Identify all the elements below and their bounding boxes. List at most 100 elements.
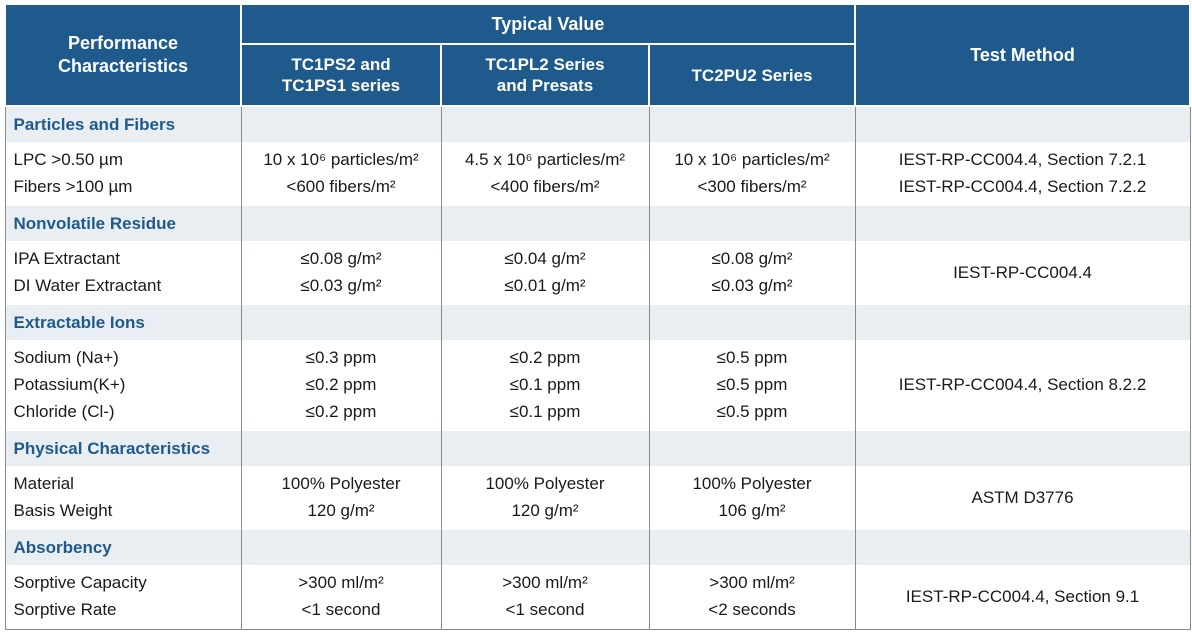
- value-cell-tc1ps2: ≤0.08 g/m² ≤0.03 g/m²: [240, 241, 442, 305]
- value-line: ≤0.3 ppm: [305, 348, 377, 367]
- value-line: 100% Polyester: [485, 474, 605, 493]
- section-spacer-cell: [854, 305, 1191, 340]
- test-method-cell: IEST-RP-CC004.4, Section 8.2.2: [854, 340, 1191, 431]
- test-method-line: IEST-RP-CC004.4, Section 7.2.2: [898, 177, 1147, 196]
- header-performance-characteristics: Performance Characteristics: [4, 3, 242, 107]
- value-line: ≤0.03 g/m²: [711, 276, 793, 295]
- characteristic-line: LPC >0.50 µm: [13, 150, 124, 169]
- value-line: >300 ml/m²: [709, 573, 795, 592]
- test-method-cell: IEST-RP-CC004.4, Section 7.2.1 IEST-RP-CC…: [854, 142, 1191, 206]
- value-line: 4.5 x 10⁶ particles/m²: [464, 150, 626, 169]
- value-line: 106 g/m²: [718, 501, 786, 520]
- section-spacer-cell: [854, 206, 1191, 241]
- characteristic-line: Fibers >100 µm: [13, 177, 133, 196]
- section-spacer-cell: [648, 305, 856, 340]
- section-row-physical-characteristics: Physical Characteristics: [4, 431, 1191, 466]
- test-method-cell: IEST-RP-CC004.4, Section 9.1: [854, 565, 1191, 630]
- section-spacer-cell: [854, 106, 1191, 142]
- value-line: <2 seconds: [708, 600, 796, 619]
- section-spacer-cell: [240, 305, 442, 340]
- section-spacer-cell: [854, 431, 1191, 466]
- section-spacer-cell: [440, 305, 650, 340]
- value-line: 100% Polyester: [692, 474, 812, 493]
- value-line: ≤0.5 ppm: [716, 375, 788, 394]
- section-title: Absorbency: [4, 530, 242, 565]
- value-cell-tc1ps2: ≤0.3 ppm ≤0.2 ppm ≤0.2 ppm: [240, 340, 442, 431]
- section-title: Extractable Ions: [4, 305, 242, 340]
- value-line: <400 fibers/m²: [490, 177, 600, 196]
- section-spacer-cell: [648, 530, 856, 565]
- data-row-absorbency: Sorptive Capacity Sorptive Rate >300 ml/m²…: [4, 565, 1191, 630]
- table-body: Particles and Fibers LPC >0.50 µm Fibers >…: [4, 106, 1191, 630]
- value-line: ≤0.08 g/m²: [711, 249, 793, 268]
- value-cell-tc1ps2: 100% Polyester 120 g/m²: [240, 466, 442, 530]
- value-line: 10 x 10⁶ particles/m²: [263, 150, 419, 169]
- value-line: ≤0.5 ppm: [716, 348, 788, 367]
- value-line: 120 g/m²: [511, 501, 579, 520]
- section-spacer-cell: [440, 431, 650, 466]
- header-col-tc1pl2: TC1PL2 Series and Presats: [440, 43, 650, 107]
- test-method-line: ASTM D3776: [971, 487, 1074, 507]
- section-spacer-cell: [240, 431, 442, 466]
- section-spacer-cell: [240, 106, 442, 142]
- section-row-particles-and-fibers: Particles and Fibers: [4, 106, 1191, 142]
- value-line: ≤0.1 ppm: [509, 402, 581, 421]
- value-line: ≤0.2 ppm: [509, 348, 581, 367]
- header-col-tc2pu2: TC2PU2 Series: [647, 43, 857, 107]
- header-test-method: Test Method: [854, 3, 1192, 107]
- characteristic-cell: Material Basis Weight: [4, 466, 242, 530]
- section-spacer-cell: [854, 530, 1191, 565]
- section-spacer-cell: [240, 530, 442, 565]
- specification-table: Performance Characteristics Typical Valu…: [4, 3, 1192, 630]
- characteristic-line: DI Water Extractant: [13, 276, 162, 295]
- section-spacer-cell: [440, 530, 650, 565]
- section-spacer-cell: [440, 106, 650, 142]
- section-spacer-cell: [440, 206, 650, 241]
- value-line: 100% Polyester: [281, 474, 401, 493]
- characteristic-cell: Sodium (Na+) Potassium(K+) Chloride (Cl-): [4, 340, 242, 431]
- value-line: ≤0.2 ppm: [305, 375, 377, 394]
- section-title: Physical Characteristics: [4, 431, 242, 466]
- section-row-extractable-ions: Extractable Ions: [4, 305, 1191, 340]
- value-line: ≤0.04 g/m²: [504, 249, 586, 268]
- characteristic-line: Potassium(K+): [13, 375, 126, 394]
- value-cell-tc1ps2: >300 ml/m² <1 second: [240, 565, 442, 630]
- data-row-extractable-ions: Sodium (Na+) Potassium(K+) Chloride (Cl-) ≤…: [4, 340, 1191, 431]
- test-method-line: IEST-RP-CC004.4, Section 8.2.2: [898, 375, 1147, 394]
- section-spacer-cell: [648, 206, 856, 241]
- test-method-cell: ASTM D3776: [854, 466, 1191, 530]
- value-cell-tc1pl2: 100% Polyester 120 g/m²: [440, 466, 650, 530]
- value-cell-tc1ps2: 10 x 10⁶ particles/m² <600 fibers/m²: [240, 142, 442, 206]
- value-line: ≤0.08 g/m²: [300, 249, 382, 268]
- section-spacer-cell: [240, 206, 442, 241]
- value-line: <1 second: [301, 600, 381, 619]
- characteristic-cell: Sorptive Capacity Sorptive Rate: [4, 565, 242, 630]
- section-row-nonvolatile-residue: Nonvolatile Residue: [4, 206, 1191, 241]
- header-typical-value: Typical Value: [239, 3, 857, 45]
- value-cell-tc2pu2: ≤0.5 ppm ≤0.5 ppm ≤0.5 ppm: [648, 340, 856, 431]
- value-cell-tc1pl2: >300 ml/m² <1 second: [440, 565, 650, 630]
- test-method-line: IEST-RP-CC004.4, Section 7.2.1: [898, 150, 1147, 169]
- value-line: <600 fibers/m²: [286, 177, 396, 196]
- test-method-line: IEST-RP-CC004.4, Section 9.1: [905, 586, 1140, 606]
- data-row-nonvolatile-residue: IPA Extractant DI Water Extractant ≤0.08 g…: [4, 241, 1191, 305]
- value-line: ≤0.01 g/m²: [504, 276, 586, 295]
- characteristic-line: Material: [13, 474, 74, 493]
- value-line: <1 second: [505, 600, 585, 619]
- section-row-absorbency: Absorbency: [4, 530, 1191, 565]
- value-line: >300 ml/m²: [502, 573, 588, 592]
- data-row-physical-characteristics: Material Basis Weight 100% Polyester 120 g/…: [4, 466, 1191, 530]
- characteristic-line: Sorptive Capacity: [13, 573, 147, 592]
- value-line: >300 ml/m²: [298, 573, 384, 592]
- test-method-cell: IEST-RP-CC004.4: [854, 241, 1191, 305]
- value-line: ≤0.2 ppm: [305, 402, 377, 421]
- characteristic-line: Chloride (Cl-): [13, 402, 115, 421]
- characteristic-line: Basis Weight: [13, 501, 113, 520]
- value-line: 10 x 10⁶ particles/m²: [674, 150, 830, 169]
- test-method-line: IEST-RP-CC004.4: [953, 262, 1092, 282]
- value-cell-tc1pl2: ≤0.2 ppm ≤0.1 ppm ≤0.1 ppm: [440, 340, 650, 431]
- characteristic-line: IPA Extractant: [13, 249, 120, 268]
- value-line: ≤0.5 ppm: [716, 402, 788, 421]
- section-title: Nonvolatile Residue: [4, 206, 242, 241]
- data-row-particles-and-fibers: LPC >0.50 µm Fibers >100 µm 10 x 10⁶ parti…: [4, 142, 1191, 206]
